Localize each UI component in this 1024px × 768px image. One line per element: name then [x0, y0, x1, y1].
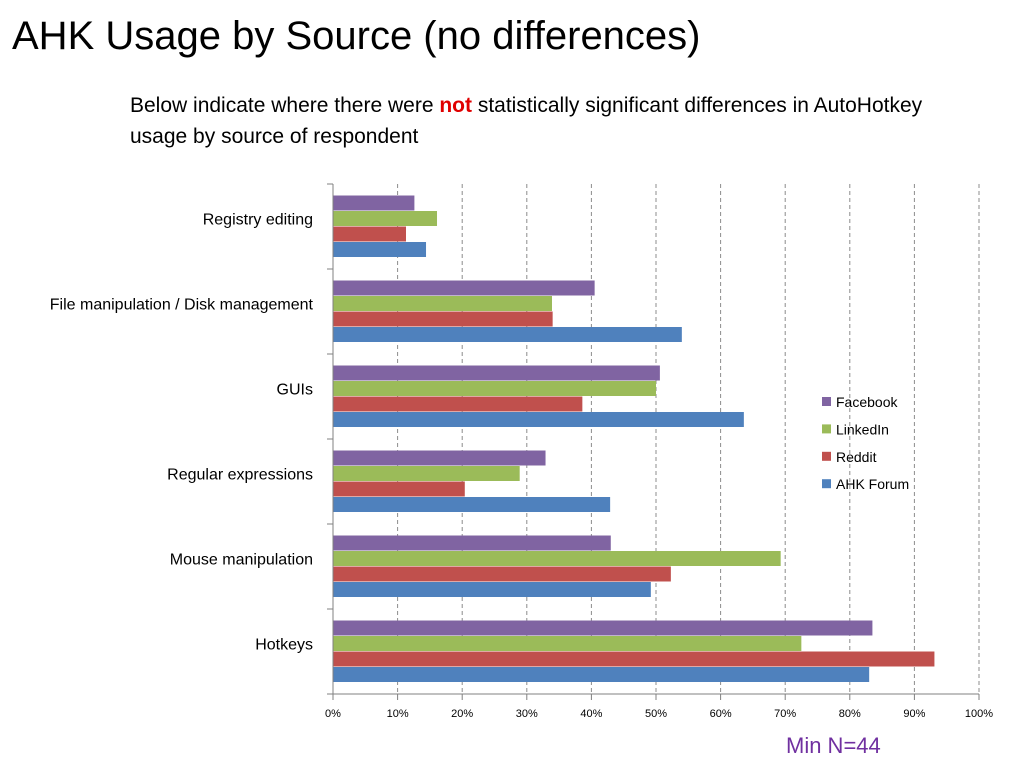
x-tick-label: 20%	[451, 708, 473, 720]
bar-reddit-0	[333, 226, 406, 242]
x-tick-label: 0%	[325, 708, 341, 720]
bar-facebook-5	[333, 620, 873, 636]
legend-label: LinkedIn	[836, 421, 889, 437]
legend-label: Reddit	[836, 449, 877, 465]
bar-ahk-forum-2	[333, 412, 744, 427]
category-label: File manipulation / Disk management	[50, 297, 314, 314]
category-label: Registry editing	[203, 212, 313, 229]
bar-linkedin-2	[333, 381, 656, 396]
legend-label: AHK Forum	[836, 476, 909, 492]
bar-facebook-3	[333, 450, 546, 466]
bar-ahk-forum-1	[333, 327, 682, 342]
bar-facebook-4	[333, 535, 611, 551]
x-tick-label: 70%	[774, 708, 796, 720]
bar-ahk-forum-0	[333, 242, 427, 257]
x-tick-label: 10%	[387, 708, 409, 720]
sample-size-note: Min N=44	[786, 733, 881, 758]
x-tick-label: 50%	[645, 708, 667, 720]
bar-reddit-1	[333, 311, 553, 327]
x-tick-label: 100%	[965, 708, 993, 720]
bar-linkedin-5	[333, 636, 802, 651]
legend-swatch-ahk-forum	[822, 479, 831, 489]
bar-ahk-forum-3	[333, 497, 611, 512]
bar-reddit-3	[333, 481, 465, 497]
subtitle-emphasis: not	[439, 94, 472, 117]
bar-linkedin-4	[333, 551, 781, 566]
bar-reddit-5	[333, 651, 935, 667]
category-label: GUIs	[277, 382, 313, 399]
page-subtitle: Below indicate where there were not stat…	[130, 90, 930, 152]
bar-linkedin-0	[333, 211, 438, 226]
x-tick-label: 60%	[710, 708, 732, 720]
subtitle-text-before: Below indicate where there were	[130, 94, 440, 117]
legend-swatch-reddit	[822, 451, 831, 461]
bar-facebook-1	[333, 280, 595, 296]
bar-linkedin-1	[333, 296, 552, 311]
legend-swatch-facebook	[822, 397, 831, 406]
bar-reddit-2	[333, 396, 583, 412]
category-label: Regular expressions	[167, 467, 313, 484]
legend-swatch-linkedin	[822, 424, 831, 434]
x-tick-label: 30%	[516, 708, 538, 720]
x-tick-label: 40%	[580, 708, 602, 720]
category-label: Hotkeys	[255, 637, 313, 654]
legend-label: Facebook	[836, 394, 898, 410]
bar-ahk-forum-5	[333, 667, 870, 682]
bar-facebook-2	[333, 365, 660, 381]
bar-facebook-0	[333, 195, 415, 211]
bar-ahk-forum-4	[333, 582, 651, 597]
category-label: Mouse manipulation	[170, 552, 313, 569]
page-title: AHK Usage by Source (no differences)	[12, 14, 701, 58]
x-tick-label: 80%	[839, 708, 861, 720]
bar-reddit-4	[333, 566, 671, 582]
bar-linkedin-3	[333, 466, 520, 481]
subtitle-text-after: statistically significant differences in…	[130, 94, 923, 148]
x-tick-label: 90%	[903, 708, 925, 720]
